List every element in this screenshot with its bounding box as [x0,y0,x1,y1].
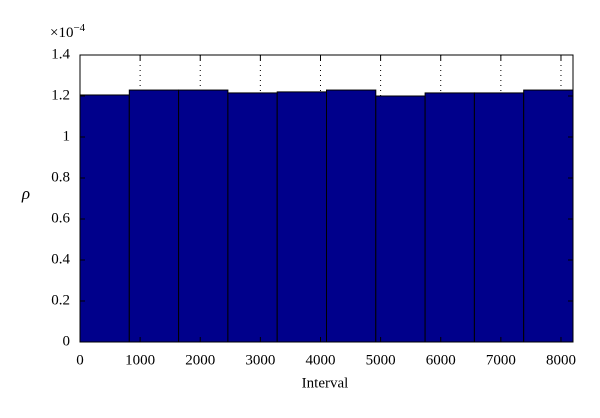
y-tick-label: 0.6 [51,210,70,226]
y-axis-label: ρ [21,184,30,203]
x-axis-label: Interval [302,375,349,391]
x-tick-label: 4000 [305,352,335,368]
y-multiplier: ×10−4 [50,22,86,42]
y-tick-label: 1.4 [51,46,70,62]
x-tick-label: 0 [76,352,84,368]
x-tick-label: 1000 [125,352,155,368]
y-tick-label: 0.8 [51,169,70,185]
x-tick-label: 2000 [185,352,215,368]
y-tick-label: 1 [63,128,71,144]
x-tick-label: 3000 [245,352,275,368]
x-tick-label: 5000 [366,352,396,368]
bar [424,92,475,343]
x-tick-label: 8000 [546,352,576,368]
y-tick-label: 0.2 [51,292,70,308]
y-multiplier-base: ×10 [50,25,73,41]
x-tick-label: 6000 [426,352,456,368]
y-tick-label: 1.2 [51,87,70,103]
bar [128,89,180,343]
bar [178,89,229,343]
y-tick-label: 0.4 [51,251,70,267]
bar [326,89,377,343]
bar [473,92,525,343]
x-tick-label: 7000 [486,352,516,368]
y-tick-label: 0 [63,333,71,349]
bar [227,92,278,343]
bar [523,89,574,343]
plot-frame [79,54,574,343]
bar [375,95,426,343]
y-multiplier-exponent: −4 [73,22,85,34]
bar [79,94,130,343]
bar [276,91,328,343]
